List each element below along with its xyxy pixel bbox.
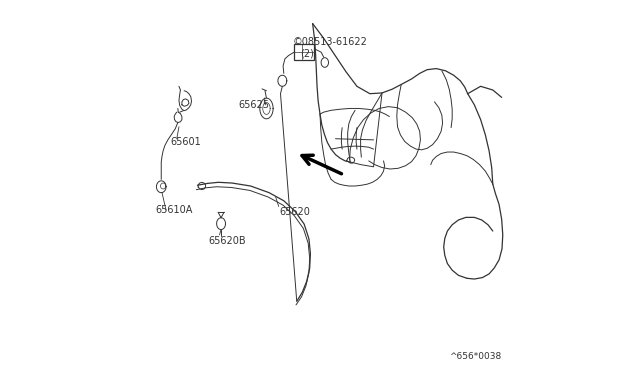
- Text: ©08513-61622: ©08513-61622: [292, 37, 367, 47]
- Text: 65610A: 65610A: [155, 205, 193, 215]
- Text: 65625: 65625: [239, 100, 270, 110]
- Text: 65620B: 65620B: [209, 236, 246, 246]
- Text: 65601: 65601: [170, 137, 201, 147]
- Bar: [294, 44, 314, 61]
- Text: (2): (2): [300, 48, 314, 58]
- Text: ^656*0038: ^656*0038: [449, 352, 501, 361]
- Text: 65620: 65620: [280, 207, 310, 217]
